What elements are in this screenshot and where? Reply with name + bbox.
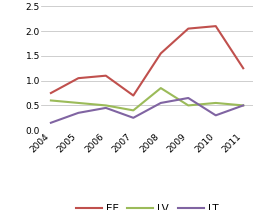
LV bbox=[132, 109, 135, 112]
LV bbox=[159, 87, 162, 89]
LV bbox=[214, 102, 217, 104]
LV bbox=[242, 104, 245, 107]
LT bbox=[242, 104, 245, 107]
EE bbox=[187, 27, 190, 30]
LT bbox=[49, 122, 52, 124]
LT bbox=[214, 114, 217, 117]
LV bbox=[104, 104, 107, 107]
EE bbox=[49, 92, 52, 94]
Line: LV: LV bbox=[51, 88, 243, 110]
Line: LT: LT bbox=[51, 98, 243, 123]
LT bbox=[132, 117, 135, 119]
EE bbox=[77, 77, 80, 79]
LT bbox=[159, 102, 162, 104]
LT bbox=[104, 107, 107, 109]
EE bbox=[214, 25, 217, 27]
Legend: EE, LV, LT: EE, LV, LT bbox=[71, 200, 223, 210]
LT bbox=[77, 112, 80, 114]
LV bbox=[49, 99, 52, 102]
EE bbox=[104, 74, 107, 77]
Line: EE: EE bbox=[51, 26, 243, 96]
EE bbox=[242, 67, 245, 70]
EE bbox=[132, 94, 135, 97]
EE bbox=[159, 52, 162, 55]
LV bbox=[77, 102, 80, 104]
LV bbox=[187, 104, 190, 107]
LT bbox=[187, 97, 190, 99]
